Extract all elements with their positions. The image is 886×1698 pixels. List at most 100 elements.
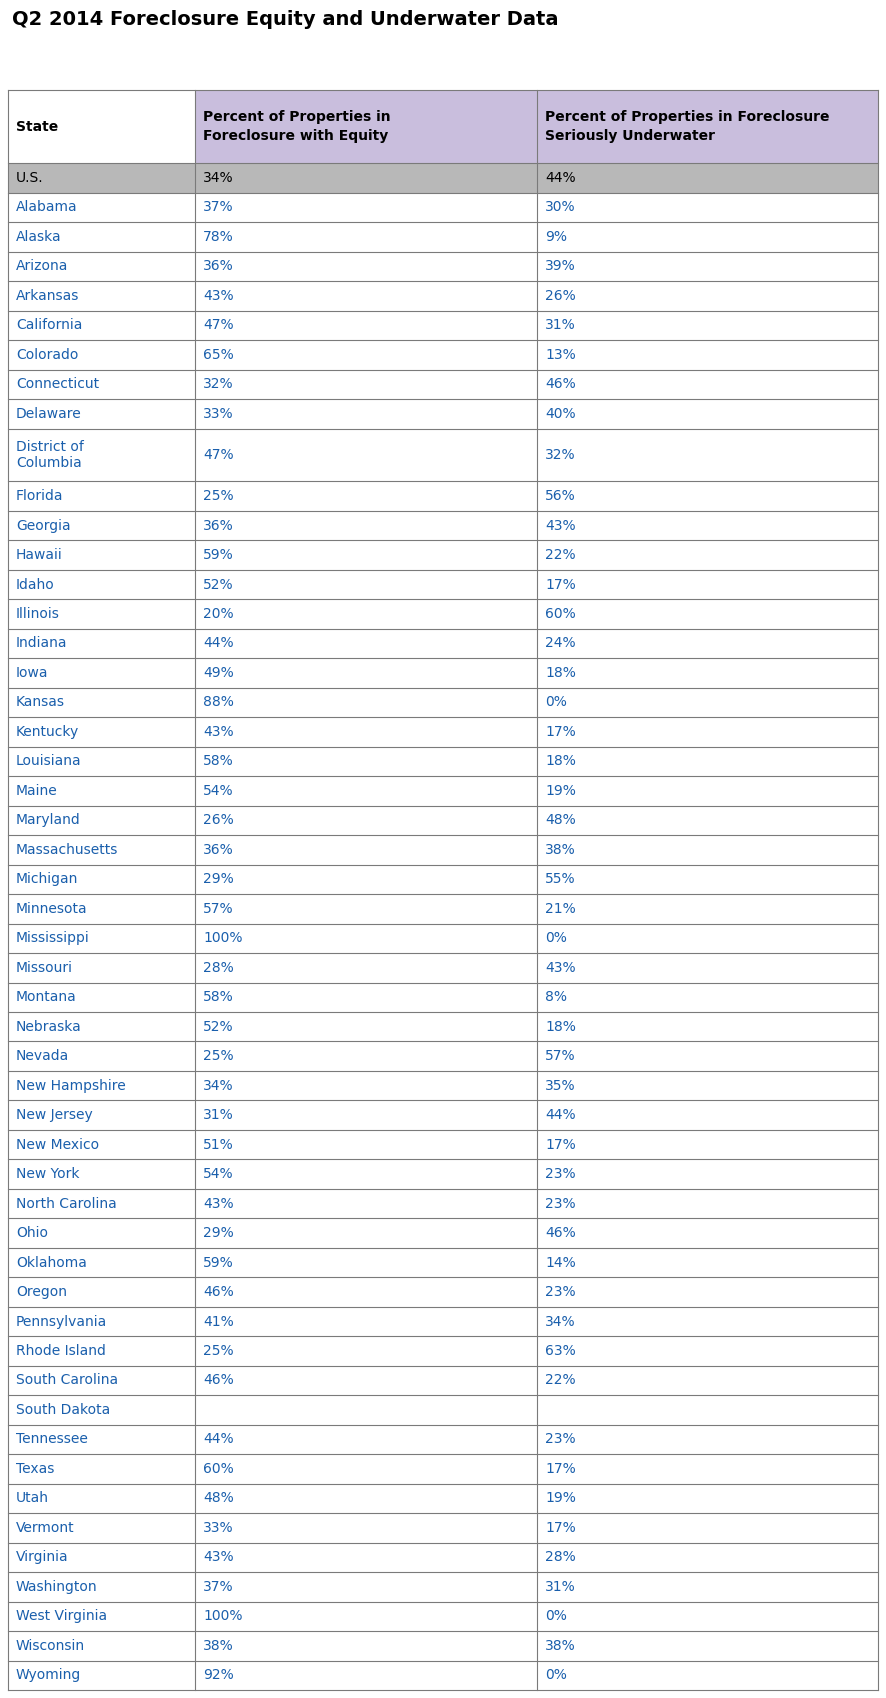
Bar (8, 835, 878, 864)
Text: 49%: 49% (203, 666, 234, 679)
Bar (8, 983, 878, 1012)
Bar (8, 1277, 878, 1307)
Text: 17%: 17% (545, 1521, 576, 1535)
Text: Michigan: Michigan (16, 873, 78, 886)
Bar (8, 953, 878, 983)
Text: 23%: 23% (545, 1197, 576, 1211)
Text: Montana: Montana (16, 990, 77, 1004)
Text: 65%: 65% (203, 348, 234, 362)
Text: 43%: 43% (203, 1197, 234, 1211)
Text: Colorado: Colorado (16, 348, 78, 362)
Text: 36%: 36% (203, 518, 234, 533)
Text: South Dakota: South Dakota (16, 1403, 110, 1416)
Bar (8, 659, 878, 688)
Text: 52%: 52% (203, 1020, 234, 1034)
Text: 60%: 60% (545, 606, 576, 621)
Text: 28%: 28% (545, 1550, 576, 1564)
Text: 25%: 25% (203, 489, 234, 503)
Text: 20%: 20% (203, 606, 234, 621)
Text: Missouri: Missouri (16, 961, 73, 975)
Text: Utah: Utah (16, 1491, 49, 1506)
Text: 38%: 38% (545, 1639, 576, 1652)
Bar (8, 1100, 878, 1129)
Text: Q2 2014 Foreclosure Equity and Underwater Data: Q2 2014 Foreclosure Equity and Underwate… (12, 10, 558, 29)
Text: 46%: 46% (203, 1285, 234, 1299)
Text: Nevada: Nevada (16, 1049, 69, 1063)
Text: Maryland: Maryland (16, 813, 81, 827)
Text: 13%: 13% (545, 348, 576, 362)
Text: 43%: 43% (203, 725, 234, 739)
Text: 35%: 35% (545, 1078, 576, 1094)
Text: Kansas: Kansas (16, 696, 65, 710)
Text: Hawaii: Hawaii (16, 548, 63, 562)
Text: 57%: 57% (203, 902, 234, 915)
Text: Virginia: Virginia (16, 1550, 68, 1564)
Text: 58%: 58% (203, 754, 234, 769)
Text: 38%: 38% (203, 1639, 234, 1652)
Text: 18%: 18% (545, 666, 576, 679)
Text: Illinois: Illinois (16, 606, 60, 621)
Text: 32%: 32% (203, 377, 234, 391)
Bar (8, 1542, 878, 1572)
Bar (8, 717, 878, 747)
Text: 34%: 34% (203, 1078, 234, 1094)
Text: 60%: 60% (203, 1462, 234, 1476)
Bar (8, 311, 878, 340)
Text: 100%: 100% (203, 931, 243, 946)
Text: 17%: 17% (545, 577, 576, 591)
Text: 17%: 17% (545, 1462, 576, 1476)
Text: Mississippi: Mississippi (16, 931, 89, 946)
Text: Texas: Texas (16, 1462, 54, 1476)
Text: 43%: 43% (545, 518, 576, 533)
Text: 39%: 39% (545, 260, 576, 273)
Bar (8, 163, 878, 192)
Bar (8, 1160, 878, 1189)
Text: 31%: 31% (203, 1109, 234, 1122)
Text: 22%: 22% (545, 548, 576, 562)
Bar (8, 192, 878, 222)
Bar (8, 222, 878, 251)
Text: 30%: 30% (545, 200, 576, 214)
Bar (8, 688, 878, 717)
Bar (195, 90, 537, 163)
Text: Arkansas: Arkansas (16, 289, 80, 302)
Text: 63%: 63% (545, 1345, 576, 1358)
Bar (8, 1425, 878, 1453)
Text: 47%: 47% (203, 318, 234, 333)
Bar (8, 1484, 878, 1513)
Text: 59%: 59% (203, 1255, 234, 1270)
Bar (8, 1248, 878, 1277)
Text: 48%: 48% (545, 813, 576, 827)
Text: 44%: 44% (545, 1109, 576, 1122)
Text: Alabama: Alabama (16, 200, 78, 214)
Text: 47%: 47% (203, 448, 234, 462)
Text: 41%: 41% (203, 1314, 234, 1328)
Bar (8, 1396, 878, 1425)
Text: North Carolina: North Carolina (16, 1197, 117, 1211)
Text: Georgia: Georgia (16, 518, 71, 533)
Bar (8, 1661, 878, 1690)
Text: 23%: 23% (545, 1285, 576, 1299)
Text: 19%: 19% (545, 784, 576, 798)
Text: 44%: 44% (545, 171, 576, 185)
Text: 78%: 78% (203, 229, 234, 245)
Text: 36%: 36% (203, 260, 234, 273)
Text: Florida: Florida (16, 489, 64, 503)
Text: 23%: 23% (545, 1167, 576, 1182)
Text: 34%: 34% (545, 1314, 576, 1328)
Text: 43%: 43% (545, 961, 576, 975)
Text: 46%: 46% (545, 377, 576, 391)
Text: 56%: 56% (545, 489, 576, 503)
Text: 46%: 46% (545, 1226, 576, 1240)
Text: Minnesota: Minnesota (16, 902, 88, 915)
Text: West Virginia: West Virginia (16, 1610, 107, 1623)
Text: 36%: 36% (203, 842, 234, 857)
Text: State: State (16, 119, 58, 134)
Text: 55%: 55% (545, 873, 576, 886)
Bar (8, 1572, 878, 1601)
Text: Maine: Maine (16, 784, 58, 798)
Bar (8, 428, 878, 481)
Text: 88%: 88% (203, 696, 234, 710)
Text: 33%: 33% (203, 408, 234, 421)
Text: Delaware: Delaware (16, 408, 82, 421)
